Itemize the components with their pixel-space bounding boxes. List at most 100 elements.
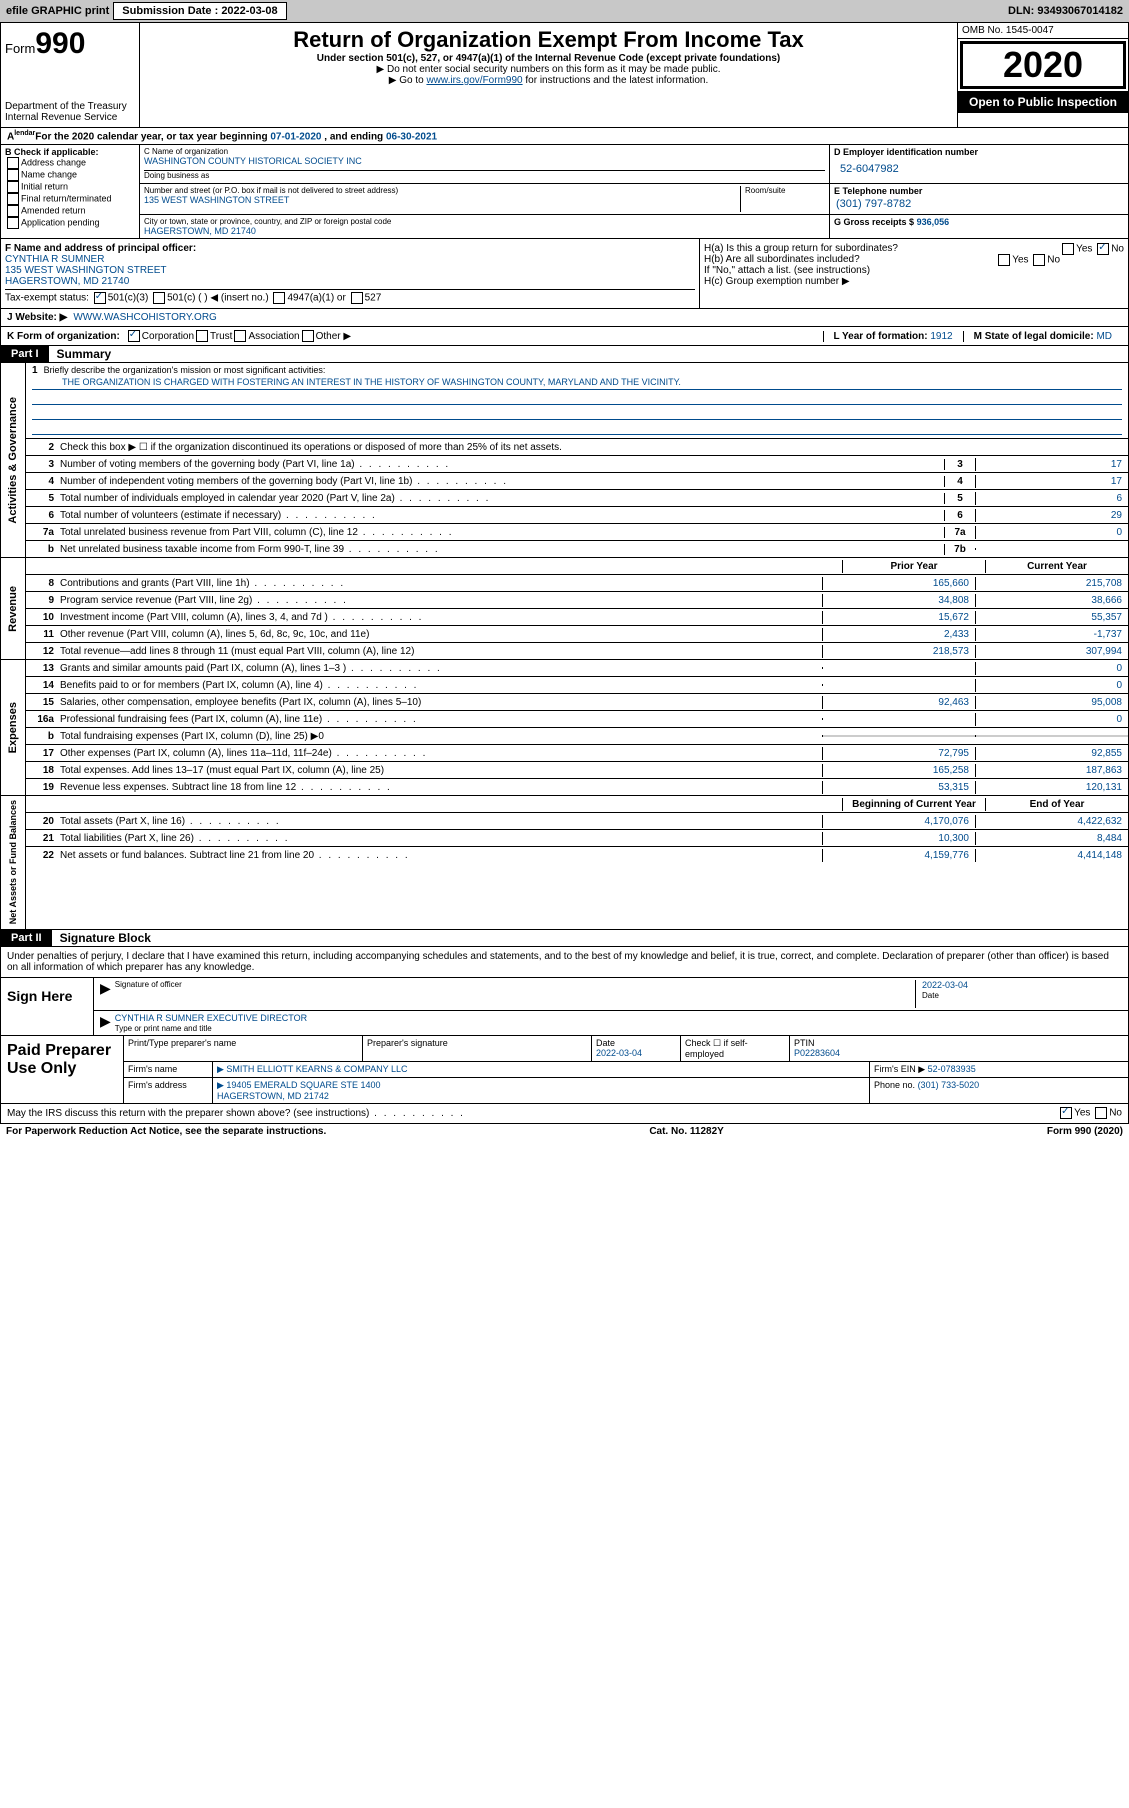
- n9: 9: [26, 595, 60, 606]
- state-domicile: MD: [1096, 331, 1112, 342]
- col-cd: C Name of organization WASHINGTON COUNTY…: [140, 145, 1128, 238]
- cb-address[interactable]: [7, 157, 19, 169]
- cb-hb-no[interactable]: [1033, 254, 1045, 266]
- p9: 34,808: [822, 594, 975, 607]
- form990-link[interactable]: www.irs.gov/Form990: [426, 75, 522, 86]
- cb-initial[interactable]: [7, 181, 19, 193]
- section-bc: B Check if applicable: Address change Na…: [0, 145, 1129, 239]
- b-o3: Initial return: [21, 182, 68, 192]
- line-j: J Website: ▶ WWW.WASHCOHISTORY.ORG: [0, 309, 1129, 327]
- f-col: F Name and address of principal officer:…: [1, 239, 699, 308]
- activities-governance: Activities & Governance 1Briefly describ…: [0, 363, 1129, 558]
- ha-label: H(a) Is this a group return for subordin…: [704, 243, 898, 254]
- p19: 53,315: [822, 781, 975, 794]
- d5: Total number of individuals employed in …: [60, 492, 944, 505]
- cb-discuss-no[interactable]: [1095, 1107, 1107, 1119]
- c7a: 7a: [944, 527, 975, 538]
- expenses-section: Expenses 13Grants and similar amounts pa…: [0, 660, 1129, 796]
- d14: Benefits paid to or for members (Part IX…: [60, 679, 822, 692]
- p18: 165,258: [822, 764, 975, 777]
- cb-discuss-yes[interactable]: [1060, 1107, 1072, 1119]
- part2-hdr: Part II: [1, 930, 52, 946]
- n18: 18: [26, 765, 60, 776]
- p21: 10,300: [822, 832, 975, 845]
- cb-amended[interactable]: [7, 205, 19, 217]
- cb-corp[interactable]: [128, 330, 140, 342]
- vert-expenses: Expenses: [5, 698, 21, 757]
- submission-date[interactable]: Submission Date : 2022-03-08: [113, 2, 286, 20]
- dln: DLN: 93493067014182: [1004, 3, 1127, 19]
- c5: 5: [944, 493, 975, 504]
- rowa-mid: , and ending: [322, 131, 386, 142]
- cb-name[interactable]: [7, 169, 19, 181]
- i-label: Tax-exempt status:: [5, 293, 89, 304]
- header-left: Form990 Department of the Treasury Inter…: [1, 23, 140, 127]
- l-label: L Year of formation:: [834, 331, 928, 342]
- room-label: Room/suite: [745, 186, 825, 195]
- cb-4947[interactable]: [273, 292, 285, 304]
- open-inspection: Open to Public Inspection: [958, 91, 1128, 113]
- d18: Total expenses. Add lines 13–17 (must eq…: [60, 764, 822, 777]
- c16b: [975, 735, 1128, 737]
- dba-label: Doing business as: [144, 171, 825, 180]
- part2-title: Signature Block: [52, 931, 151, 945]
- i-o2: 501(c) ( ) ◀ (insert no.): [167, 293, 269, 304]
- c4: 4: [944, 476, 975, 487]
- cb-pending[interactable]: [7, 217, 19, 229]
- p12: 218,573: [822, 645, 975, 658]
- v5: 6: [975, 492, 1128, 505]
- k-o4: Other ▶: [316, 331, 351, 342]
- cb-501c[interactable]: [153, 292, 165, 304]
- cb-ha-yes[interactable]: [1062, 243, 1074, 255]
- firm-addr-label: Firm's address: [124, 1078, 213, 1103]
- d1: Briefly describe the organization's miss…: [44, 365, 326, 375]
- cb-hb-yes[interactable]: [998, 254, 1010, 266]
- p16b: [822, 735, 975, 737]
- city-label: City or town, state or province, country…: [144, 217, 825, 226]
- hc-label: H(c) Group exemption number ▶: [704, 276, 1124, 287]
- arrow-icon: ▶: [100, 980, 111, 1008]
- penalty-text: Under penalties of perjury, I declare th…: [0, 947, 1129, 978]
- p20: 4,170,076: [822, 815, 975, 828]
- cb-assoc[interactable]: [234, 330, 246, 342]
- prep-h1: Print/Type preparer's name: [124, 1036, 363, 1061]
- cb-527[interactable]: [351, 292, 363, 304]
- cb-501c3[interactable]: [94, 292, 106, 304]
- d15: Salaries, other compensation, employee b…: [60, 696, 822, 709]
- cb-other[interactable]: [302, 330, 314, 342]
- cb-trust[interactable]: [196, 330, 208, 342]
- note2-pre: ▶ Go to: [389, 75, 427, 86]
- firm-name: ▶ SMITH ELLIOTT KEARNS & COMPANY LLC: [213, 1062, 870, 1077]
- c19: 120,131: [975, 781, 1128, 794]
- cb-final[interactable]: [7, 193, 19, 205]
- year-formation: 1912: [930, 331, 952, 342]
- n1: 1: [32, 365, 44, 376]
- d8: Contributions and grants (Part VIII, lin…: [60, 577, 822, 590]
- n20: 20: [26, 816, 60, 827]
- top-bar: efile GRAPHIC print Submission Date : 20…: [0, 0, 1129, 22]
- vert-revenue: Revenue: [5, 582, 21, 636]
- tax-year: 2020: [960, 41, 1126, 89]
- cb-ha-no[interactable]: [1097, 243, 1109, 255]
- part1-title: Summary: [49, 347, 112, 361]
- hdr-current: Current Year: [985, 560, 1128, 573]
- vert-activities: Activities & Governance: [5, 393, 21, 528]
- footer-right: Form 990 (2020): [1047, 1126, 1123, 1137]
- h-col: H(a) Is this a group return for subordin…: [699, 239, 1128, 308]
- city-state-zip: HAGERSTOWN, MD 21740: [144, 226, 825, 236]
- rowa-d1: 07-01-2020: [270, 131, 321, 142]
- phone-label: Phone no.: [874, 1080, 915, 1090]
- d6: Total number of volunteers (estimate if …: [60, 509, 944, 522]
- dept-treasury: Department of the Treasury: [5, 101, 135, 112]
- website[interactable]: WWW.WASHCOHISTORY.ORG: [73, 312, 217, 323]
- yes2: Yes: [1012, 255, 1028, 266]
- hdr-prior: Prior Year: [842, 560, 985, 573]
- d16b: Total fundraising expenses (Part IX, col…: [60, 730, 822, 743]
- irs-label: Internal Revenue Service: [5, 112, 135, 123]
- gross-receipts: 936,056: [917, 217, 950, 227]
- n4: 4: [26, 476, 60, 487]
- k-o1: Corporation: [142, 331, 194, 342]
- dh: [60, 565, 842, 567]
- d7b: Net unrelated business taxable income fr…: [60, 543, 944, 556]
- ptin: P02283604: [794, 1048, 840, 1058]
